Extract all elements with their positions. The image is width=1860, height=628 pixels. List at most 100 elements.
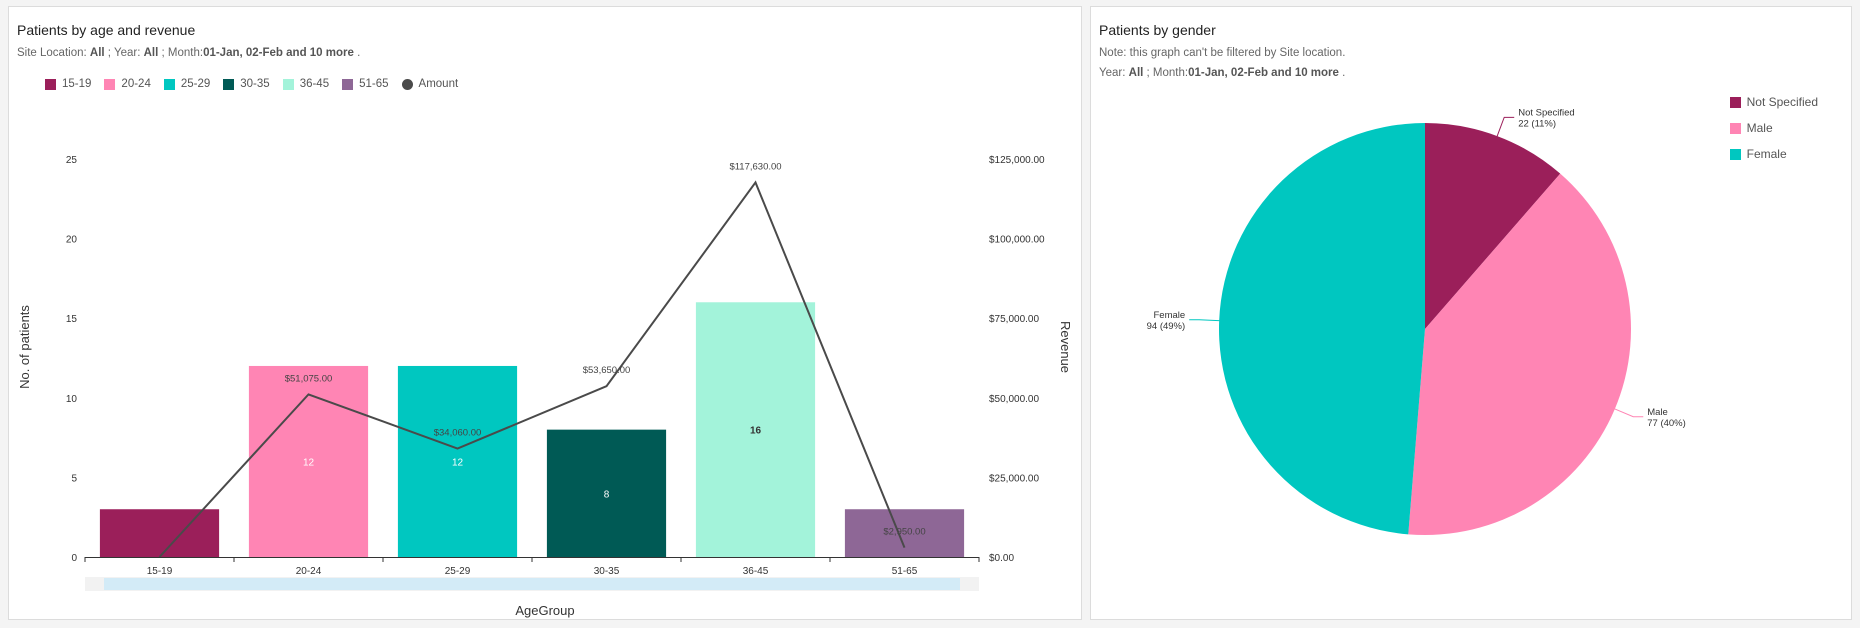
legend-label: 36-45: [299, 78, 330, 90]
x-tick-label: 30-35: [594, 566, 620, 577]
filter-end: .: [353, 47, 361, 59]
bar-30-35[interactable]: [546, 429, 667, 557]
legend-item-not-specified[interactable]: Not Specified: [1729, 95, 1818, 109]
bar-value-label: 12: [303, 457, 315, 468]
filter-summary: Year: All ; Month:01-Jan, 02-Feb and 10 …: [1099, 67, 1345, 79]
legend-label: 15-19: [62, 78, 92, 90]
bar-36-45[interactable]: [695, 302, 816, 557]
pie-label-value: 22 (11%): [1518, 118, 1556, 129]
legend-item-51-65[interactable]: 51-65: [342, 78, 389, 90]
filter-summary: Site Location: All ; Year: All ; Month:0…: [17, 47, 360, 59]
legend-label: 51-65: [359, 78, 389, 90]
filter-month-label: ; Month:: [158, 47, 204, 59]
legend-label: 20-24: [121, 78, 151, 90]
legend-label: Amount: [418, 78, 459, 90]
revenue-point-label: $53,650.00: [583, 365, 631, 376]
y-tick-label: 5: [71, 473, 77, 484]
x-tick-label: 15-19: [147, 566, 173, 577]
pie-slice-not-specified[interactable]: [1425, 123, 1561, 329]
filter-year-value: All: [1128, 67, 1144, 79]
filter-site-value: All: [89, 47, 105, 59]
bar-value-label: 8: [604, 489, 610, 500]
bar-20-24[interactable]: [248, 365, 369, 557]
x-axis-title: AgeGroup: [515, 603, 574, 618]
pie-label-value: 94 (49%): [1147, 321, 1186, 332]
bar-25-29[interactable]: [397, 365, 518, 557]
revenue-point-label: $34,060.00: [434, 428, 482, 439]
x-tick-label: 36-45: [743, 566, 769, 577]
x-tick-label: 25-29: [445, 566, 471, 577]
y2-tick-label: $75,000.00: [989, 314, 1039, 325]
y-tick-label: 15: [66, 314, 78, 325]
y2-tick-label: $25,000.00: [989, 473, 1039, 484]
filter-year-value: All: [143, 47, 159, 59]
age-revenue-panel: Patients by age and revenue Site Locatio…: [8, 6, 1082, 620]
filter-end: .: [1338, 67, 1346, 79]
legend-item-36-45[interactable]: 36-45: [282, 78, 330, 90]
chart-scrollbar-thumb[interactable]: [104, 578, 960, 590]
legend-label: Female: [1746, 147, 1787, 161]
revenue-line[interactable]: [158, 180, 906, 558]
legend-item-15-19[interactable]: 15-19: [45, 78, 91, 90]
legend-swatch: [282, 78, 294, 90]
bar-15-19[interactable]: [99, 509, 220, 557]
revenue-point-label: $117,630.00: [729, 161, 781, 172]
pie-slice-male[interactable]: [1408, 173, 1631, 535]
legend-item-amount[interactable]: Amount: [401, 78, 459, 90]
revenue-point-label: $51,075.00: [285, 373, 333, 384]
x-tick-label: 20-24: [296, 566, 322, 577]
age-revenue-chart: 12 12 8 16 $51,075.00 $34,060.00 $53,650.00 $1…: [17, 155, 1073, 618]
legend-swatch: [163, 78, 175, 90]
y-tick-label: 25: [66, 155, 78, 166]
legend-item-30-35[interactable]: 30-35: [223, 78, 270, 90]
y-axis-title: No. of patients: [17, 305, 32, 389]
filter-site-label: Site Location:: [17, 47, 90, 59]
legend-item-25-29[interactable]: 25-29: [163, 78, 211, 90]
filter-month-value: 01-Jan, 02-Feb and 10 more: [203, 47, 354, 59]
y2-axis-title: Revenue: [1058, 321, 1073, 373]
y-tick-label: 0: [71, 553, 77, 564]
legend-swatch: [401, 78, 413, 90]
panel-title: Patients by gender: [1099, 22, 1216, 38]
pie-label-name: Not Specified: [1518, 107, 1575, 118]
legend-item-male[interactable]: Male: [1729, 121, 1818, 135]
pie-chart-legend: Not Specified Male Female: [1729, 95, 1831, 173]
gender-panel: Patients by gender Note: this graph can'…: [1090, 6, 1852, 620]
bar-value-label: 16: [750, 426, 762, 437]
legend-label: Male: [1746, 121, 1773, 135]
revenue-point-label: $2,950.00: [883, 527, 925, 538]
legend-swatch: [45, 78, 56, 90]
legend-swatch: [1729, 96, 1741, 108]
y2-tick-label: $0.00: [989, 553, 1014, 564]
y-tick-label: 10: [66, 394, 78, 405]
legend-label: 30-35: [240, 78, 270, 90]
panel-title: Patients by age and revenue: [17, 22, 196, 38]
legend-label: Not Specified: [1746, 95, 1818, 109]
pie-label-value: 77 (40%): [1647, 418, 1686, 429]
pie-label-name: Female: [1153, 310, 1185, 321]
pie-label-name: Male: [1647, 407, 1668, 418]
legend-item-female[interactable]: Female: [1729, 147, 1818, 161]
legend-label: 25-29: [180, 78, 211, 90]
legend-item-20-24[interactable]: 20-24: [104, 78, 151, 90]
filter-year-label: Year:: [1099, 67, 1129, 79]
legend-swatch: [342, 78, 354, 90]
y2-tick-label: $100,000.00: [989, 235, 1045, 246]
legend-swatch: [1729, 122, 1741, 134]
filter-year-label: ; Year:: [104, 47, 144, 59]
legend-swatch: [223, 78, 235, 90]
x-tick-label: 51-65: [892, 566, 918, 577]
y2-tick-label: $125,000.00: [989, 155, 1045, 166]
pie-slice-female[interactable]: [1218, 123, 1425, 535]
filter-month-label: ; Month:: [1143, 67, 1189, 79]
y2-tick-label: $50,000.00: [989, 394, 1039, 405]
pie-leader-line: [1612, 407, 1644, 418]
pie-leader-line: [1189, 319, 1222, 322]
bar-value-label: 12: [452, 457, 464, 468]
filter-month-value: 01-Jan, 02-Feb and 10 more: [1188, 67, 1339, 79]
legend-swatch: [1729, 148, 1741, 160]
bar-51-65[interactable]: [844, 509, 965, 557]
bar-chart-legend: 15-19 20-24 25-29 30-35 36-45 51-65 Amount: [45, 78, 471, 90]
y-tick-label: 20: [66, 235, 78, 246]
